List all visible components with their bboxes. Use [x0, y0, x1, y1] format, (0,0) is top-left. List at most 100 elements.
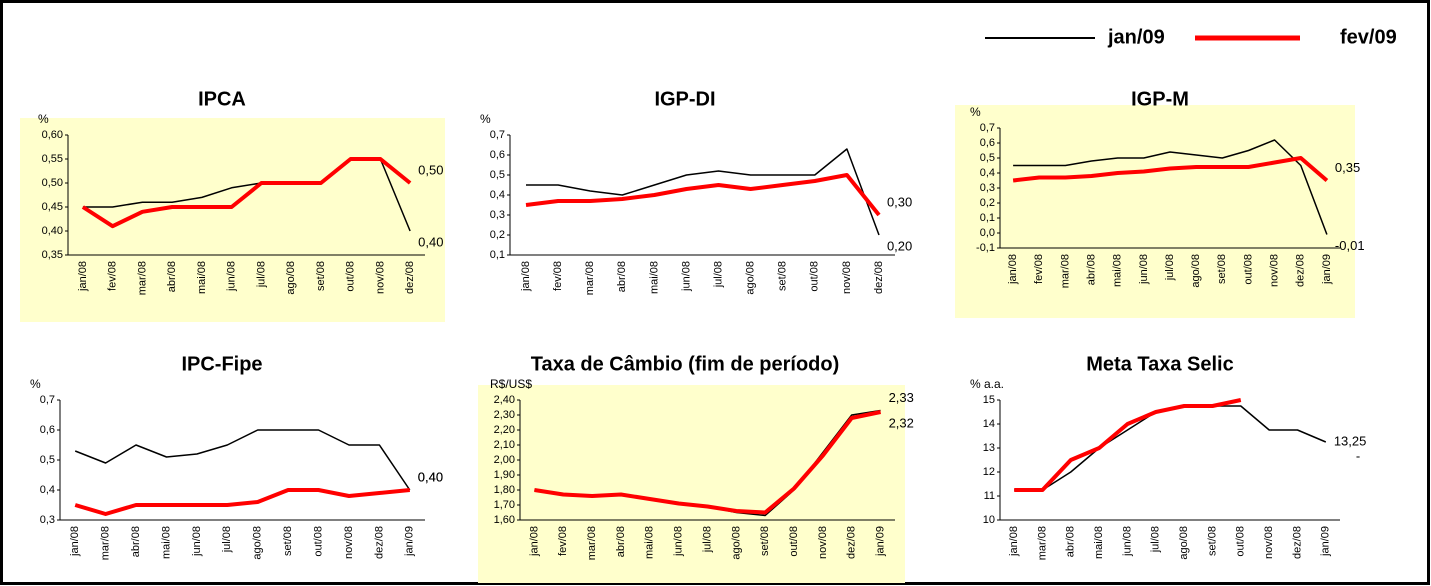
x-tick-label: jan/09 [1321, 254, 1333, 285]
y-tick-label: 0,60 [42, 129, 63, 141]
value-label: 13,25 [1334, 433, 1367, 448]
x-tick-label: jul/08 [712, 261, 724, 288]
chart-title: IGP-M [1131, 88, 1189, 110]
x-tick-label: nov/08 [343, 526, 355, 559]
chart-title: Taxa de Câmbio (fim de período) [531, 353, 840, 375]
x-tick-label: set/08 [759, 526, 771, 556]
x-tick-label: nov/08 [817, 526, 829, 559]
y-tick-label: 2,20 [494, 424, 515, 436]
value-label: 0,30 [887, 194, 912, 209]
x-tick-label: set/08 [282, 526, 294, 556]
y-tick-label: 0,0 [980, 227, 995, 239]
y-tick-label: 15 [983, 394, 995, 406]
value-label: 0,50 [418, 162, 443, 177]
y-tick-label: 2,10 [494, 439, 515, 451]
x-tick-label: mar/08 [100, 526, 112, 560]
x-tick-label: mai/08 [644, 526, 656, 559]
value-label: 0,40 [418, 469, 443, 484]
x-tick-label: set/08 [1206, 526, 1218, 556]
x-tick-label: dez/08 [846, 526, 858, 559]
y-tick-label: 0,5 [490, 169, 505, 181]
y-tick-label: 0,3 [40, 514, 55, 526]
y-tick-label: 2,40 [494, 394, 515, 406]
x-tick-label: fev/08 [552, 261, 564, 291]
x-tick-label: abr/08 [130, 526, 142, 557]
y-tick-label: 0,6 [980, 137, 995, 149]
x-tick-label: jan/08 [1007, 254, 1019, 285]
x-tick-label: abr/08 [1065, 526, 1077, 557]
axis-unit: % [970, 105, 981, 119]
series-line [74, 429, 411, 491]
y-tick-label: 1,80 [494, 484, 515, 496]
y-tick-label: 0,7 [40, 394, 55, 406]
x-tick-label: set/08 [315, 261, 327, 291]
x-tick-label: nov/08 [1263, 526, 1275, 559]
x-tick-label: abr/08 [615, 526, 627, 557]
x-tick-label: jan/09 [404, 526, 416, 557]
x-tick-label: dez/08 [373, 526, 385, 559]
x-tick-label: nov/08 [1269, 254, 1281, 287]
value-label: 0,35 [1335, 160, 1360, 175]
x-tick-label: out/08 [809, 261, 821, 292]
y-tick-label: 0,6 [490, 149, 505, 161]
x-tick-label: mar/08 [586, 526, 598, 560]
value-label: 0,40 [418, 469, 443, 484]
x-tick-label: ago/08 [252, 526, 264, 560]
x-tick-label: dez/08 [873, 261, 885, 294]
x-tick-label: jul/08 [1150, 526, 1162, 553]
series-line [81, 157, 412, 229]
x-tick-label: jan/08 [1008, 526, 1020, 557]
axis-unit: R$/US$ [490, 377, 532, 391]
series-line [1014, 405, 1327, 491]
x-tick-label: out/08 [312, 526, 324, 557]
plot-background [478, 385, 905, 583]
y-tick-label: 13 [983, 442, 995, 454]
y-tick-label: 1,90 [494, 469, 515, 481]
x-tick-label: ago/08 [285, 261, 297, 295]
axis-unit: % a.a. [970, 377, 1004, 391]
series-line [1013, 139, 1328, 235]
x-tick-label: nov/08 [841, 261, 853, 294]
y-tick-label: 2,30 [494, 409, 515, 421]
x-tick-label: mai/08 [1112, 254, 1124, 287]
x-tick-label: abr/08 [1085, 254, 1097, 285]
y-tick-label: 0,7 [980, 122, 995, 134]
y-tick-label: 0,5 [980, 152, 995, 164]
x-tick-label: jan/08 [528, 526, 540, 557]
x-tick-label: ago/08 [745, 261, 757, 295]
x-tick-label: dez/08 [404, 261, 416, 294]
y-tick-label: 1,60 [494, 514, 515, 526]
x-tick-label: ago/08 [1190, 254, 1202, 288]
x-tick-label: mai/08 [196, 261, 208, 294]
y-tick-label: 0,4 [490, 189, 505, 201]
x-tick-label: fev/08 [107, 261, 119, 291]
y-tick-label: 0,55 [42, 153, 63, 165]
x-tick-label: jul/08 [255, 261, 267, 288]
x-tick-label: abr/08 [166, 261, 178, 292]
x-tick-label: jun/08 [680, 261, 692, 292]
x-tick-label: out/08 [345, 261, 357, 292]
value-label: -0,01 [1335, 238, 1365, 253]
chart-title: IGP-DI [654, 88, 715, 110]
annotation: - [1356, 448, 1360, 463]
plot-background [20, 118, 445, 322]
x-tick-label: dez/08 [1291, 526, 1303, 559]
y-tick-label: 12 [983, 466, 995, 478]
x-tick-label: mai/08 [1093, 526, 1105, 559]
x-tick-label: nov/08 [374, 261, 386, 294]
x-tick-label: mar/08 [1036, 526, 1048, 560]
x-tick-label: mai/08 [648, 261, 660, 294]
chart-title: IPCA [198, 88, 246, 110]
x-tick-label: out/08 [1235, 526, 1247, 557]
y-tick-label: 1,70 [494, 499, 515, 511]
plot-background [955, 105, 1355, 318]
x-tick-label: jun/08 [673, 526, 685, 557]
x-tick-label: jun/08 [226, 261, 238, 292]
x-tick-label: jul/08 [221, 526, 233, 553]
y-tick-label: 0,4 [40, 484, 55, 496]
y-tick-label: 0,3 [980, 182, 995, 194]
legend-label: jan/09 [1107, 26, 1165, 48]
series-line [526, 148, 880, 236]
x-tick-label: fev/08 [557, 526, 569, 556]
